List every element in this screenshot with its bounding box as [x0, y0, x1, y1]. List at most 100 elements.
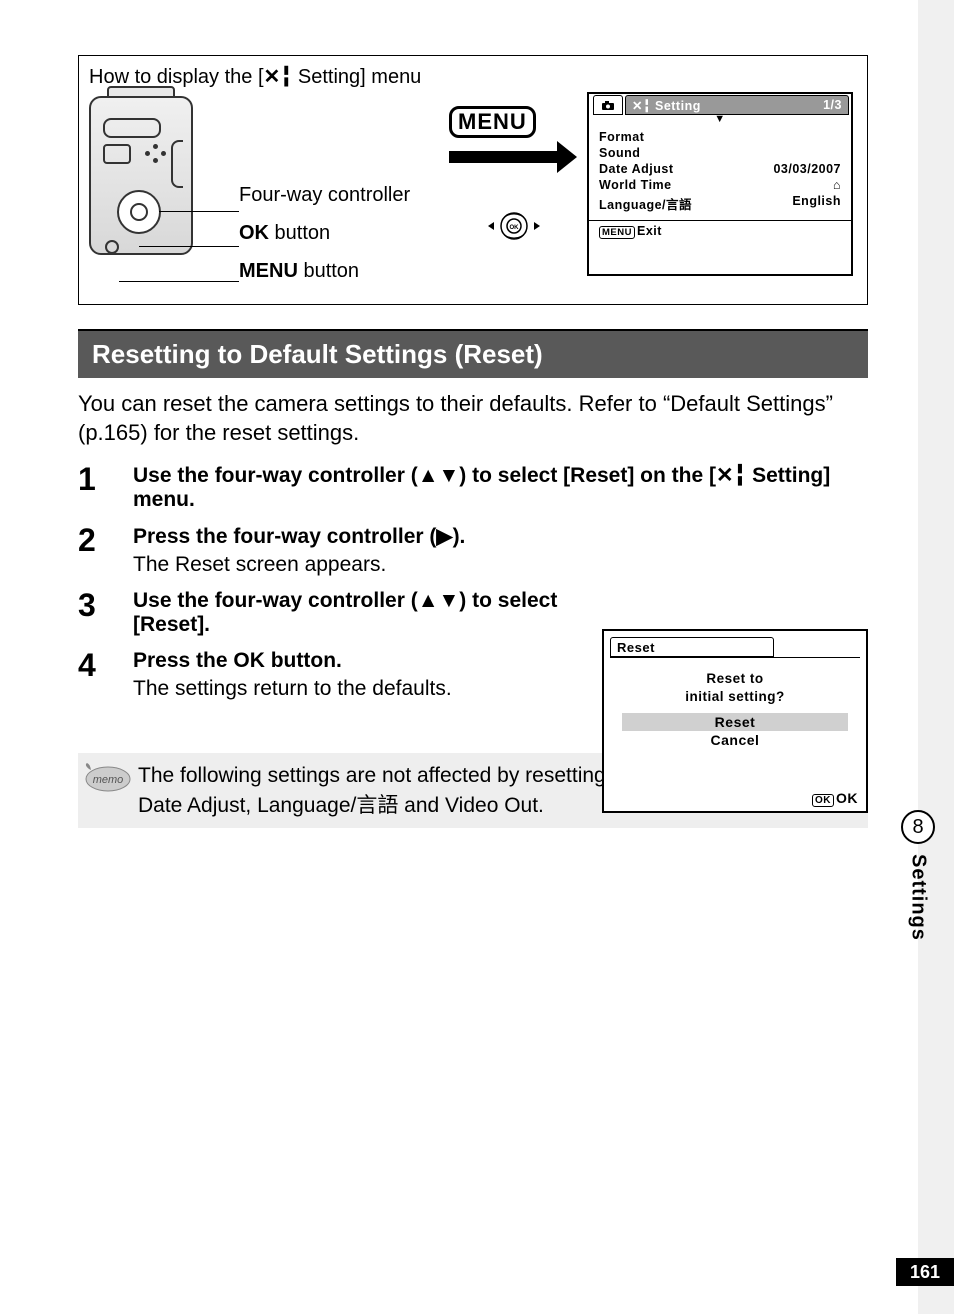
step-text-pre: Use the four-way controller (	[133, 464, 418, 487]
reset-tab: Reset	[610, 637, 774, 657]
lcd-row: Date Adjust 03/03/2007	[599, 161, 841, 177]
ok-label: OK	[233, 649, 265, 672]
lead-line	[159, 211, 239, 212]
lcd-page-indicator: 1/3	[823, 98, 842, 112]
memo-line2: Date Adjust, Language/言語 and Video Out.	[138, 794, 544, 817]
wrench-icon: ✕╏	[716, 464, 746, 487]
label-menu: MENU button	[239, 252, 410, 290]
dpad-mini-icon: OK	[484, 206, 544, 246]
lcd-row-label: Format	[599, 130, 644, 144]
step-text-pre: Press the four-way controller (	[133, 525, 436, 548]
lcd-row-value: ⌂	[833, 178, 841, 192]
lcd-row-value: English	[792, 194, 841, 213]
camera-display-slot	[103, 118, 161, 138]
label-menu-post: button	[298, 260, 359, 282]
step: 4 Press the OK button. The settings retu…	[78, 649, 578, 701]
step-text-mid: button.	[265, 649, 342, 672]
chapter-number-badge: 8	[901, 810, 935, 844]
memo-line1: The following settings are not affected …	[138, 764, 612, 787]
step: 2 Press the four-way controller (▶). The…	[78, 524, 868, 577]
camera-dot	[153, 158, 158, 163]
memo-text: The following settings are not affected …	[138, 761, 612, 820]
lcd-row-value: 03/03/2007	[773, 162, 841, 176]
step-number: 2	[78, 524, 133, 577]
memo-icon: memo	[78, 761, 138, 797]
step-text: Press the four-way controller (▶).	[133, 525, 465, 548]
page-number: 161	[896, 1258, 954, 1286]
howto-title: How to display the [✕╏ Setting] menu	[89, 64, 857, 89]
arrow-right-icon	[449, 151, 559, 163]
lcd-exit-badge: MENU	[599, 226, 635, 239]
step-text-pre: Press the	[133, 649, 233, 672]
lcd-row: Language/言語 English	[599, 193, 841, 214]
side-tab: 8 Settings	[882, 810, 954, 941]
menu-badge: MENU	[449, 106, 536, 138]
step-text-pre: Use the four-way controller (	[133, 589, 418, 612]
step-text: Use the four-way controller (▲▼) to sele…	[133, 589, 557, 636]
lcd-tab-title: Setting	[655, 99, 701, 113]
reset-ok-text: OK	[836, 790, 858, 806]
label-ok-bold: OK	[239, 222, 269, 244]
label-ok: OK button	[239, 214, 410, 252]
svg-text:OK: OK	[510, 225, 520, 231]
camera-dpad	[117, 190, 161, 234]
step: 1 Use the four-way controller (▲▼) to se…	[78, 463, 868, 512]
reset-footer: OKOK	[812, 790, 858, 807]
lcd-row: Sound	[599, 145, 841, 161]
howto-box: How to display the [✕╏ Setting] menu	[78, 55, 868, 305]
camera-dot	[161, 151, 166, 156]
lcd-row: World Time ⌂	[599, 177, 841, 193]
step-body: Press the OK button. The settings return…	[133, 649, 578, 701]
camera-strap	[171, 140, 183, 188]
reset-option-cancel: Cancel	[604, 731, 866, 749]
reset-tab-label: Reset	[617, 640, 655, 655]
ok-badge-icon: OK	[812, 794, 834, 807]
camera-button-rect	[103, 144, 131, 164]
step: 3 Use the four-way controller (▲▼) to se…	[78, 589, 578, 637]
step-body: Use the four-way controller (▲▼) to sele…	[133, 589, 578, 637]
memo-icon-text: memo	[93, 774, 124, 786]
reset-option-selected: Reset	[622, 713, 848, 731]
side-strip	[918, 0, 954, 1314]
step-number: 3	[78, 589, 133, 637]
step-text-mid: ).	[453, 525, 466, 548]
wrench-icon: ✕╏	[264, 66, 293, 88]
label-ok-post: button	[269, 222, 330, 244]
howto-title-post: Setting] menu	[292, 66, 421, 88]
lcd-row-label: Sound	[599, 146, 640, 160]
lcd-reset-dialog: Reset Reset to initial setting? Reset Ca…	[602, 629, 868, 813]
step-body: Press the four-way controller (▶). The R…	[133, 524, 868, 577]
section-heading: Resetting to Default Settings (Reset)	[78, 329, 868, 378]
page: How to display the [✕╏ Setting] menu	[0, 0, 954, 1314]
right-triangle-icon: ▶	[436, 524, 452, 549]
lcd-row-label: World Time	[599, 178, 672, 192]
lcd-tab-wrench: ✕╏ Setting	[632, 98, 701, 113]
lcd-setting-menu: ✕╏ Setting 1/3 ▼ Format Sound Date Adjus…	[587, 92, 853, 276]
howto-title-pre: How to display the [	[89, 66, 264, 88]
lcd-footer: MENUExit	[589, 220, 851, 239]
lcd-row: Format	[599, 129, 841, 145]
lcd-tab-rec-icon	[593, 95, 623, 115]
lead-line	[139, 246, 239, 247]
chapter-label: Settings	[907, 854, 930, 941]
reset-q-l2: initial setting?	[685, 689, 785, 704]
section-intro: You can reset the camera settings to the…	[78, 390, 868, 447]
lcd-row-label: Date Adjust	[599, 162, 674, 176]
step-text: Press the OK button.	[133, 649, 342, 672]
step-text: Use the four-way controller (▲▼) to sele…	[133, 464, 830, 511]
step-text-mid: ) to select [Reset] on the [	[459, 464, 716, 487]
step-body: Use the four-way controller (▲▼) to sele…	[133, 463, 868, 512]
reset-q-l1: Reset to	[706, 671, 763, 686]
up-down-triangle-icon: ▲▼	[418, 589, 460, 613]
step-number: 1	[78, 463, 133, 512]
step-number: 4	[78, 649, 133, 701]
camera-dot	[145, 151, 150, 156]
lcd-row-label: Language/言語	[599, 194, 692, 213]
content-area: How to display the [✕╏ Setting] menu	[78, 55, 868, 828]
lcd-exit-text: Exit	[637, 224, 662, 238]
lead-line	[119, 281, 239, 282]
lcd-body: Format Sound Date Adjust 03/03/2007 World…	[589, 125, 851, 239]
label-fourway: Four-way controller	[239, 176, 410, 214]
step-subtext: The Reset screen appears.	[133, 553, 868, 577]
reset-question: Reset to initial setting?	[604, 658, 866, 713]
